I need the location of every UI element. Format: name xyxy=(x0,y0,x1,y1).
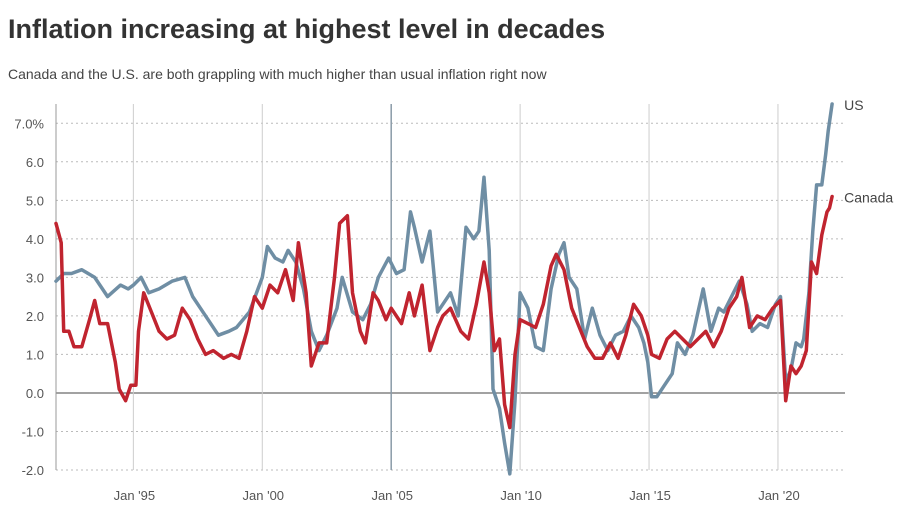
y-tick-label: 7.0% xyxy=(14,116,44,131)
y-tick-label: 0.0 xyxy=(26,386,44,401)
x-tick-label: Jan '10 xyxy=(500,488,542,503)
y-tick-label: 4.0 xyxy=(26,232,44,247)
series-label-canada: Canada xyxy=(844,189,893,205)
series-label-us: US xyxy=(844,97,863,113)
y-tick-label: -1.0 xyxy=(22,424,44,439)
y-tick-label: 5.0 xyxy=(26,193,44,208)
y-tick-label: 6.0 xyxy=(26,155,44,170)
y-tick-label: 2.0 xyxy=(26,309,44,324)
chart-title: Inflation increasing at highest level in… xyxy=(8,14,606,44)
y-tick-label: 3.0 xyxy=(26,270,44,285)
y-tick-label: -2.0 xyxy=(22,463,44,478)
x-tick-label: Jan '00 xyxy=(243,488,285,503)
series-line-canada xyxy=(54,194,834,430)
x-tick-label: Jan '20 xyxy=(758,488,800,503)
x-tick-label: Jan '05 xyxy=(371,488,413,503)
chart-subtitle: Canada and the U.S. are both grappling w… xyxy=(8,66,547,82)
series-line-us xyxy=(54,102,834,476)
x-tick-label: Jan '95 xyxy=(114,488,156,503)
x-tick-label: Jan '15 xyxy=(629,488,671,503)
y-tick-label: 1.0 xyxy=(26,347,44,362)
